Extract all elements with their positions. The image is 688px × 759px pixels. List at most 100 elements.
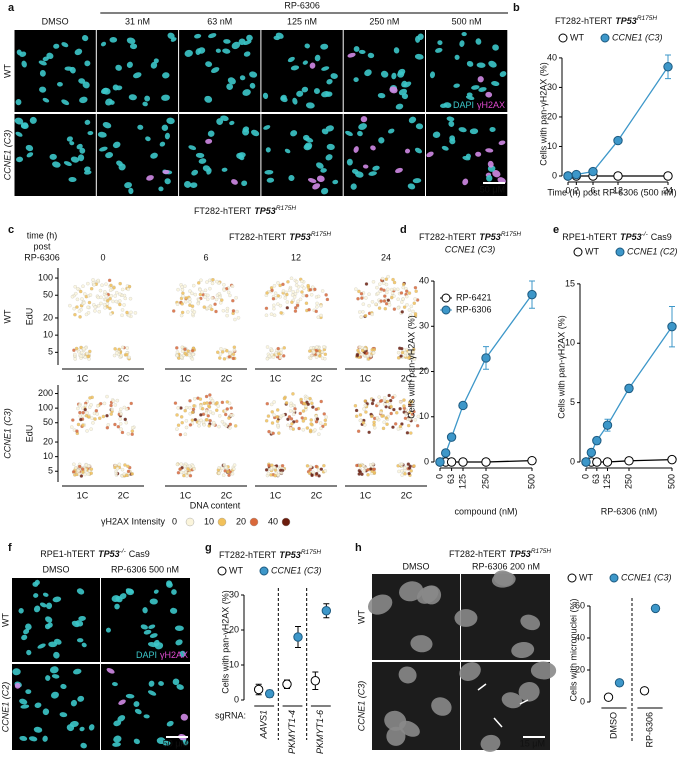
micrograph [261,30,343,112]
cell-dot [180,302,184,306]
nucleus [222,48,231,54]
cell-dot [223,412,228,417]
cell-dot [113,403,118,407]
cell-dot [119,407,123,411]
cell-dot [398,424,403,429]
nucleus [124,182,132,189]
row-label: WT [2,309,12,323]
nucleus [125,693,135,699]
cell-dot [230,472,235,476]
cell-dot [192,397,197,401]
cell-dot [359,291,364,296]
cell-dot [404,412,408,416]
cell-dot [108,288,113,292]
nucleus [66,136,73,142]
cell-dot [396,350,401,355]
nucleus [59,712,68,718]
cell-dot [310,401,314,406]
legend-swatch [573,247,583,257]
cell-dot [181,291,185,295]
cell-dot [114,471,119,476]
nucleus [128,187,134,195]
arrow [477,683,487,691]
cell-dot [232,345,237,349]
nucleus [143,714,150,719]
row-label: CCNE1 (C3) [2,130,12,181]
cell-dot [198,292,203,297]
legend-label: 20 [236,516,246,526]
nucleus [491,81,500,87]
nucleus [109,36,118,43]
cell-dot [222,463,226,467]
nucleus [38,60,47,66]
cell-dot [270,410,274,414]
cell-dot [219,347,223,351]
cell-dot [309,418,313,422]
cell-dot [379,287,383,291]
cell-dot [264,313,269,317]
cell-dot [93,309,97,313]
arrow [519,699,529,705]
cell-dot [401,285,405,290]
nucleus [84,60,91,67]
nucleus [102,121,112,129]
legend-label: CCNE1 (C2) [627,246,678,256]
cell-dot [324,293,328,297]
nucleus [408,116,417,124]
cell-dot [91,421,95,425]
cell-dot [284,401,289,405]
cell-dot [270,288,274,293]
cell-dot [385,422,389,426]
nucleus [475,38,482,45]
cell-dot [175,353,179,358]
stain: γH2AX [477,100,505,110]
cell-dot [130,472,134,476]
cell-dot [316,315,320,319]
x-tick-label: 0 [565,185,570,195]
cell-dot [208,393,212,397]
cell-dot [185,474,189,478]
cell-dot [266,414,271,418]
y-tick-label: 40 [575,632,585,642]
nucleus [198,158,207,164]
nucleus [202,165,211,172]
cell-dot [322,345,326,349]
nucleus [153,58,159,64]
nucleus [326,78,333,85]
nucleus [170,37,177,42]
nucleus [453,83,460,88]
cell-dot [88,396,92,400]
cell-dot [120,308,125,312]
cell-dot [188,423,193,427]
nucleus [113,735,122,743]
nucleus [211,67,220,74]
cell-dot [379,299,383,303]
y-tick-label: 10 [229,659,239,669]
cell-dot [180,310,185,315]
nucleus [231,41,241,50]
cell-dot [77,472,82,476]
cell-dot [119,427,123,431]
cell-dot [318,421,323,425]
scale-label: 50 μM [163,738,188,748]
cell-dot [304,294,309,298]
cell-dot [354,408,359,413]
allele: R175H [501,231,522,238]
cell-dot [358,310,362,314]
nucleus [238,155,245,161]
cell-dot [383,306,388,311]
legend-label: WT [585,246,599,256]
y-label: Cells with pan-γH2AX (%) [406,315,416,419]
cell-dot [371,398,375,402]
cell-dot [200,407,205,411]
cell-dot [377,395,381,399]
cell-dot [236,316,241,320]
nucleus [81,35,89,42]
cell-dot [400,310,404,314]
y-label: Cells with pan-γH2AX (%) [220,590,230,694]
cell-dot [103,306,107,310]
nucleus [12,668,21,676]
cell-dot [225,407,229,411]
cell-dot [232,467,236,471]
cell-dot [216,404,220,408]
